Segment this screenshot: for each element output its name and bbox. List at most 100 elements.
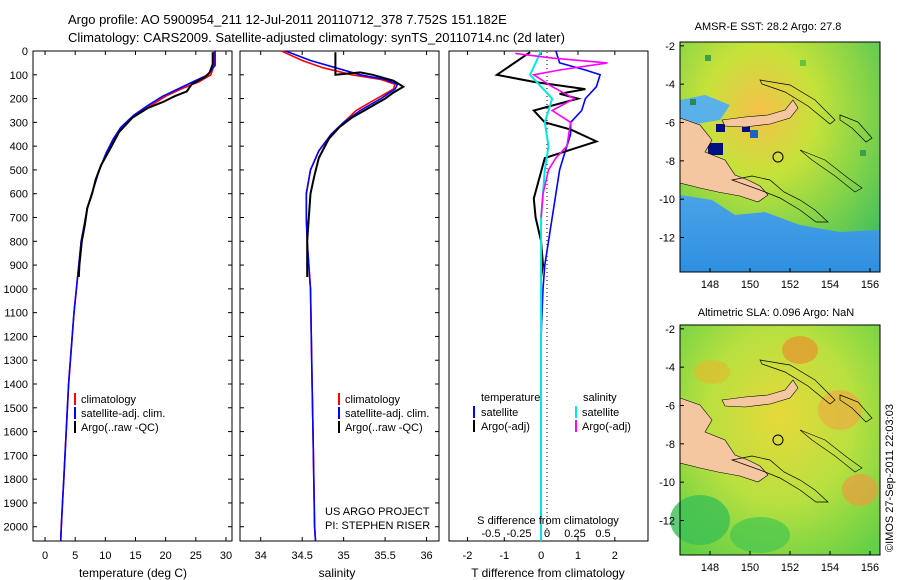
temperature-depth-ticks: 0 100 200 300 400 500 600 700 800 900 1000 1100 1200… (4, 46, 232, 534)
x-tick-label: 34.5 (291, 550, 312, 562)
x-tick-label: 2 (612, 550, 618, 562)
island-outline (839, 394, 873, 423)
legend-s-argo-label: Argo(-adj) (582, 421, 631, 433)
temperature-axes (32, 50, 233, 542)
x-tick-label: 5 (72, 550, 78, 562)
sst-cold-water (680, 195, 880, 272)
sst-map-title: AMSR-E SST: 28.2 Argo: 27.8 (695, 21, 842, 33)
map-x-tick-label: 154 (821, 279, 839, 291)
difference-xlabel: T difference from climatology (471, 566, 625, 580)
x-tick-label: 25 (190, 550, 202, 562)
legend-climatology-label: climatology (345, 394, 401, 406)
legend-s-satellite-label: satellite (582, 407, 619, 419)
depth-tick-label: 1000 (4, 284, 28, 296)
series-line (494, 51, 600, 278)
legend-climatology-label: climatology (81, 394, 137, 406)
depth-tick-label: 1700 (4, 450, 28, 462)
difference-axes (448, 50, 649, 542)
x-tick-label: 20 (160, 550, 172, 562)
series-line (515, 52, 608, 218)
legend-t-satellite-label: satellite (481, 407, 518, 419)
depth-tick-label: 700 (10, 213, 28, 225)
depth-tick-label: 900 (10, 260, 28, 272)
new-ireland-land (759, 359, 836, 405)
map-x-tick-label: 148 (701, 562, 719, 574)
difference-legend: temperature salinity satellite Argo(-adj… (473, 392, 631, 433)
sla-high-patch (818, 390, 862, 430)
s-tick-label: -0.25 (506, 528, 531, 540)
legend-temperature-head: temperature (481, 392, 540, 404)
new-britain-land (721, 379, 799, 408)
series-line (306, 52, 406, 277)
difference-series (494, 50, 608, 541)
depth-tick-label: 100 (10, 70, 28, 82)
new-ireland-land (759, 79, 836, 125)
temperature-series (59, 51, 216, 542)
header-line-1: Argo profile: AO 5900954_211 12-Jul-2011… (68, 12, 507, 27)
difference-toplabel: S difference from climatology (477, 515, 619, 527)
island-outline (730, 175, 829, 223)
salinity-legend: climatology satellite-adj. clim. Argo(..… (338, 393, 429, 434)
legend-satellite-label: satellite-adj. clim. (81, 408, 165, 420)
sla-low-patch (670, 495, 730, 545)
salinity-xlabel: salinity (319, 566, 356, 580)
map-y-tick-label: -6 (665, 118, 675, 130)
sst-pixel (750, 130, 758, 138)
s-tick-label: 0.5 (595, 528, 610, 540)
map-y-tick-label: -10 (659, 477, 675, 489)
salinity-depth-ticks (240, 50, 439, 528)
map-x-tick-label: 154 (821, 562, 839, 574)
sst-pixel (860, 150, 866, 156)
depth-tick-label: 2000 (4, 522, 28, 534)
sla-map-title: Altimetric SLA: 0.096 Argo: NaN (698, 307, 855, 319)
depth-tick-label: 600 (10, 189, 28, 201)
island-outline (799, 429, 863, 473)
map-x-tick-label: 150 (741, 279, 759, 291)
pi-label: PI: STEPHEN RISER (325, 520, 430, 532)
map-y-tick-label: -2 (665, 41, 675, 53)
x-tick-label: -1 (499, 550, 509, 562)
temperature-x-ticks: 0 5 10 15 20 25 30 (42, 51, 232, 562)
sst-pixel (716, 124, 725, 132)
depth-tick-label: 1600 (4, 427, 28, 439)
sst-pixel (690, 99, 696, 105)
legend-satellite-label: satellite-adj. clim. (345, 408, 429, 420)
map-y-tick-label: -12 (659, 516, 675, 528)
salinity-x-ticks: 34 34.5 35 35.5 36 (255, 51, 433, 562)
map-x-tick-label: 156 (861, 279, 879, 291)
map-x-tick-label: 152 (781, 279, 799, 291)
map-x-tick-label: 152 (781, 562, 799, 574)
map-y-tick-label: -10 (659, 194, 675, 206)
sla-high-patch (782, 336, 818, 364)
depth-tick-label: 1300 (4, 355, 28, 367)
series-line (77, 52, 214, 278)
depth-tick-label: 1100 (4, 308, 28, 320)
sla-low-patch (730, 517, 790, 553)
header-line-2: Climatology: CARS2009. Satellite-adjuste… (68, 30, 565, 45)
legend-salinity-head: salinity (583, 392, 617, 404)
s-tick-label: 0 (544, 528, 550, 540)
series-line (528, 50, 554, 541)
argo-position-marker (772, 151, 784, 163)
map-x-tick-label: 156 (861, 562, 879, 574)
sst-map-frame (679, 41, 881, 273)
depth-tick-label: 400 (10, 141, 28, 153)
legend-argo-label: Argo(..raw -QC) (81, 422, 159, 434)
island-outline (799, 149, 863, 193)
temperature-panel: 0100200300400500600700800900100011001200… (4, 46, 233, 580)
s-tick-label: -0.5 (482, 528, 501, 540)
sla-high-patch (842, 474, 878, 506)
sst-pixel (742, 124, 750, 132)
x-tick-label: 10 (99, 550, 111, 562)
island-outline (839, 114, 873, 143)
island-outline (730, 455, 829, 503)
depth-tick-label: 1200 (4, 331, 28, 343)
salinity-panel: 34 34.5 35 35.5 36 climatology satellite-adj… (239, 50, 440, 580)
series-line (285, 50, 399, 542)
depth-tick-label: 0 (22, 46, 28, 58)
new-guinea-land (679, 397, 769, 483)
depth-tick-label: 1900 (4, 498, 28, 510)
depth-tick-label: 300 (10, 117, 28, 129)
legend-t-argo-label: Argo(-adj) (481, 421, 530, 433)
x-tick-label: 35 (338, 550, 350, 562)
